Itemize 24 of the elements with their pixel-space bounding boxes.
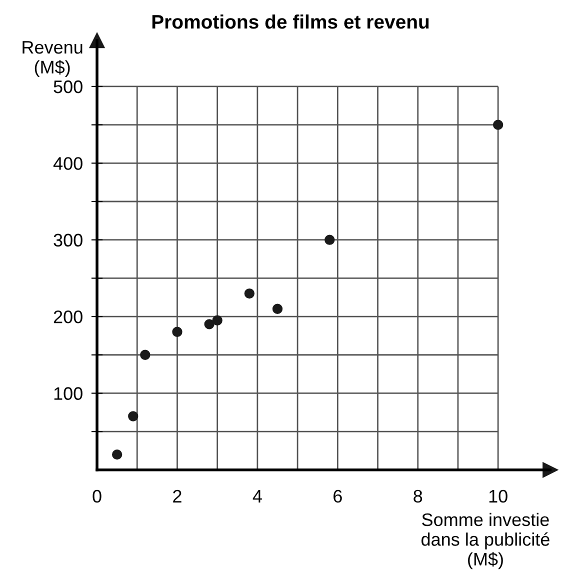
x-tick-label: 10: [489, 490, 508, 503]
x-tick-label: 4: [252, 490, 262, 502]
y-tick-label: 400: [53, 157, 82, 170]
point: [272, 304, 283, 314]
point: [140, 350, 150, 360]
point: [244, 288, 255, 299]
y-axis-title: Revenu (M$): [22, 41, 82, 78]
point: [112, 449, 122, 460]
point: [492, 120, 504, 130]
y-tick-label: 300: [54, 234, 82, 247]
y-tick-label: 200: [54, 310, 82, 324]
y-tick-label: 500: [54, 80, 82, 94]
x-tick-label: 6: [334, 490, 342, 503]
chart-title: Promotions de films et revenu: [152, 14, 429, 29]
point: [324, 234, 335, 245]
point: [204, 319, 214, 330]
point: [172, 326, 182, 337]
x-tick-label: 0: [92, 490, 102, 503]
x-tick-label: 2: [173, 490, 182, 502]
x-tick-label: 8: [414, 490, 422, 503]
x-axis-title: Somme investie dans la publicité (M$): [421, 512, 550, 570]
point: [212, 315, 222, 326]
y-tick-label: 100: [54, 387, 82, 400]
point: [128, 411, 138, 422]
